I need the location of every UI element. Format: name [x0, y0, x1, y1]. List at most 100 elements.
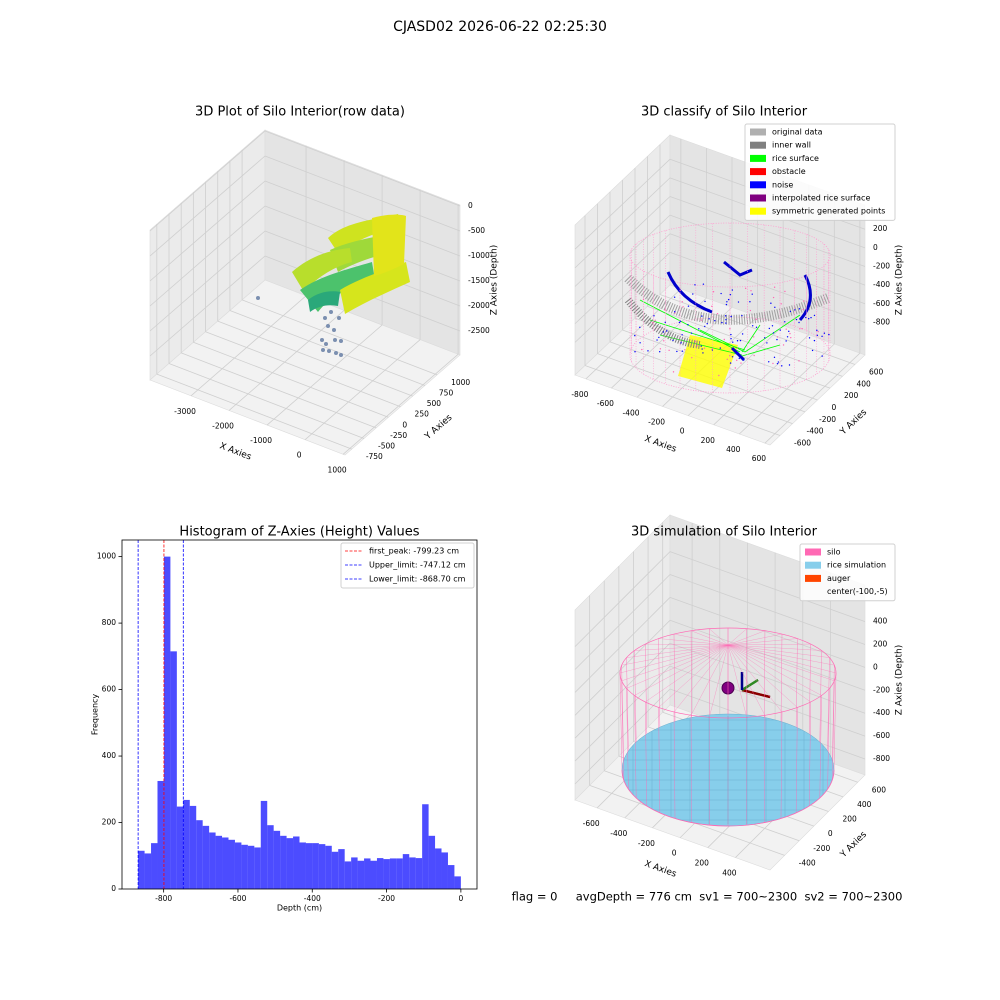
raw-cloud — [256, 214, 410, 357]
z-tick-label: -600 — [873, 731, 890, 740]
noise — [666, 271, 812, 322]
noise-point — [807, 318, 810, 320]
silo-wire — [827, 657, 830, 751]
y-tick-label: -750 — [366, 452, 383, 461]
x-tick-label: 0 — [297, 451, 302, 460]
bar — [183, 799, 190, 889]
legend-swatch — [750, 181, 766, 189]
bar — [396, 858, 403, 889]
noise-point — [700, 319, 703, 321]
grid-line — [574, 214, 671, 306]
z-tick-label: -800 — [873, 317, 890, 326]
noise-point — [701, 315, 703, 317]
z-tick-label: 200 — [873, 224, 888, 233]
silo-wire — [727, 644, 830, 689]
bar — [215, 835, 223, 889]
noise-point — [714, 320, 716, 322]
silo-wire — [634, 644, 729, 696]
bar — [376, 858, 384, 889]
y-tick-label: 400 — [857, 379, 872, 388]
silo-wire — [658, 644, 729, 708]
silo-wire — [833, 672, 837, 771]
noise-point — [736, 352, 738, 355]
noise-point — [696, 345, 698, 347]
noise-point — [694, 284, 696, 286]
bar — [189, 805, 197, 889]
z-tick-label: 0 — [873, 243, 878, 252]
silo-wire — [634, 695, 637, 799]
y-tick-label: -500 — [378, 441, 395, 450]
grid-line — [264, 180, 461, 257]
noise-point — [788, 364, 791, 366]
noise-point — [736, 347, 738, 350]
bar — [280, 835, 287, 889]
noise-point — [751, 293, 753, 295]
axes-front: -3000-2000-100001000-750-500-25002505007… — [91, 105, 905, 913]
silo-wire — [832, 665, 835, 761]
noise-point — [702, 352, 704, 354]
inner-wall — [624, 274, 830, 325]
grid-line — [574, 252, 671, 343]
point — [333, 338, 337, 342]
noise-point — [788, 330, 790, 333]
noise-point — [799, 328, 801, 330]
noise-point — [711, 348, 713, 350]
y-tick-label: 200 — [102, 818, 117, 827]
noise-point — [680, 342, 682, 344]
silo-wire — [690, 715, 692, 823]
noise-point — [721, 321, 723, 324]
grid-line — [264, 155, 461, 232]
grid-line — [574, 196, 671, 287]
point — [339, 353, 343, 357]
noise-point — [684, 349, 686, 351]
legend-label: center(-100,-5) — [827, 587, 888, 596]
silo-wire — [727, 630, 766, 646]
noise-point — [706, 323, 708, 325]
point — [321, 348, 325, 352]
x-tick-label: -1000 — [250, 436, 272, 445]
noise-point — [704, 300, 706, 303]
y-tick-label: 1000 — [451, 378, 470, 387]
grid-line — [149, 205, 266, 307]
legend-label: interpolated rice surface — [772, 194, 870, 203]
z-axis-label: Z Axies (Depth) — [895, 645, 905, 716]
cloud-sheet — [308, 291, 340, 312]
x-tick-label: 0 — [458, 894, 463, 903]
noise-point — [774, 306, 776, 308]
noise-point — [708, 318, 710, 320]
silo-wire — [727, 628, 747, 646]
grid-line — [574, 597, 671, 693]
x-tick-label: -800 — [155, 894, 172, 903]
grid-line — [149, 255, 266, 357]
noise-point — [802, 308, 804, 311]
noise-point — [784, 321, 786, 323]
bar — [202, 825, 210, 889]
noise-point — [753, 336, 755, 338]
silo-wire — [626, 644, 729, 658]
simulation — [619, 627, 837, 827]
x-tick-label: -200 — [648, 417, 665, 426]
silo-wire — [673, 634, 676, 722]
noise-point — [726, 301, 728, 303]
y-tick-label: -200 — [819, 415, 836, 424]
bar — [254, 847, 261, 889]
noise-point — [790, 336, 792, 339]
legend-label: inner wall — [772, 141, 811, 150]
noise-point — [639, 326, 641, 329]
noise-point — [736, 340, 739, 342]
noise-point — [813, 314, 816, 317]
point — [332, 328, 336, 332]
y-tick-label: 750 — [439, 389, 454, 398]
noise-point — [663, 340, 665, 342]
silo-wire — [727, 643, 811, 646]
bar — [428, 835, 436, 889]
legend-label: rice simulation — [827, 561, 886, 570]
chart-title: 3D simulation of Silo Interior — [631, 525, 818, 540]
silo-wire — [727, 644, 830, 658]
noise-point — [730, 315, 732, 318]
noise-point — [725, 319, 727, 321]
noise — [723, 260, 753, 362]
x-tick-label: -200 — [378, 894, 395, 903]
noise-point — [641, 348, 643, 351]
